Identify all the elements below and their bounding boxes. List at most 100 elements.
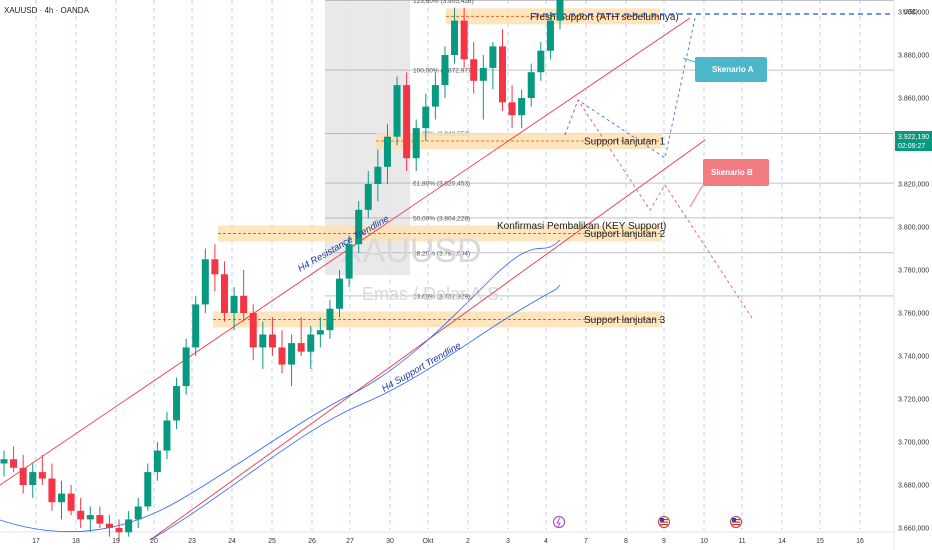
candle-body <box>192 304 200 348</box>
candle-body <box>10 459 18 468</box>
candle-body <box>431 85 439 107</box>
candle-body <box>288 343 296 365</box>
candle-body <box>173 386 181 421</box>
candle-body <box>153 450 161 473</box>
time-axis-label: 4 <box>544 538 548 545</box>
skenario-a-callout[interactable]: Skenario A <box>682 57 767 82</box>
candle-body <box>403 85 411 159</box>
candle-body <box>144 472 152 507</box>
us-flag-event-icon[interactable] <box>658 516 670 528</box>
candle-body <box>297 343 305 352</box>
fibonacci-level-label: 23,60% (3.767,929) <box>413 293 470 300</box>
time-axis-label: 26 <box>308 538 316 545</box>
skenario-b-callout[interactable]: Skenario B <box>689 159 769 208</box>
candle-body <box>355 209 363 245</box>
price-axis-label: 3.720,000 <box>898 397 929 404</box>
candle-body <box>345 244 353 279</box>
price-axis-label: 3.820,000 <box>898 182 929 189</box>
time-axis-label: 2 <box>466 538 470 545</box>
candle-body <box>67 493 75 511</box>
candle-body <box>115 528 123 533</box>
time-axis-label: Okt <box>423 538 434 545</box>
candle-body <box>556 0 564 21</box>
candle-body <box>220 274 228 313</box>
time-axis-label: 7 <box>584 538 588 545</box>
skenario-b-path <box>564 99 753 319</box>
symbol-title: XAUUSD · 4h · OANDA <box>4 6 90 15</box>
key-support-label: Konfirmasi Pembalikan (KEY Support) <box>497 221 666 232</box>
candle-body <box>470 59 478 81</box>
support-zone-label: Support lanjutan 2 <box>584 229 666 240</box>
candle-body <box>307 334 315 352</box>
candle-body <box>527 72 535 98</box>
candle-body <box>479 67 487 81</box>
candle-body <box>489 46 497 68</box>
event-icon-flash[interactable] <box>552 515 566 529</box>
candle-body <box>259 334 267 348</box>
price-axis-label: 3.700,000 <box>898 440 929 447</box>
candle-body <box>268 334 276 348</box>
candle-body <box>240 295 248 313</box>
support-zone-band <box>213 311 662 328</box>
candle-body <box>316 330 324 335</box>
price-axis-label: 3.900,000 <box>898 10 929 17</box>
candle-body <box>230 295 238 313</box>
time-axis-label: 10 <box>700 538 708 545</box>
resistance-trendline <box>0 17 691 486</box>
candle-body <box>278 347 286 365</box>
price-axis-label: 3.680,000 <box>898 483 929 490</box>
time-axis-label: 23 <box>188 538 196 545</box>
time-axis-label: 9 <box>662 538 666 545</box>
moving-averages <box>0 239 561 541</box>
candle-body <box>48 478 56 503</box>
time-axis-label: 17 <box>32 538 40 545</box>
support-zones: Fresh Support (ATH sebelumnya) Support la… <box>213 8 894 328</box>
time-axis-labels: 17 18 19 20 23 24 25 26 27 30 Okt 2 3 4 7 8 9 10 11 14 15 16 <box>32 538 864 545</box>
time-axis-label: 27 <box>346 538 354 545</box>
candle-body <box>211 259 219 275</box>
candle-body <box>336 278 344 309</box>
price-axis-label: 3.760,000 <box>898 311 929 318</box>
support-zone-label: Fresh Support (ATH sebelumnya) <box>530 12 679 23</box>
candle-body <box>364 184 372 210</box>
us-flag-event-icon[interactable] <box>730 516 742 528</box>
price-axis-label: 3.780,000 <box>898 268 929 275</box>
time-axis-label: 25 <box>268 538 276 545</box>
current-price-tag: 3.922,190 02:09:27 <box>895 131 932 151</box>
price-axis-label: 3.800,000 <box>898 225 929 232</box>
current-price-value: 3.922,190 <box>898 134 929 141</box>
candle-body <box>19 467 27 485</box>
chart-grid <box>0 0 894 533</box>
time-axis-label: 16 <box>856 538 864 545</box>
candle-body <box>441 55 449 86</box>
candle-body <box>326 308 334 331</box>
candle-body <box>86 515 94 520</box>
currency-label: USD <box>903 9 918 16</box>
time-axis-label: 3 <box>506 538 510 545</box>
time-axis-label: 15 <box>816 538 824 545</box>
watermark-symbol: XAUUSD <box>340 232 482 270</box>
candle-body <box>182 347 190 387</box>
fibonacci-level-label: 50,00% (3.804,228) <box>413 215 470 222</box>
skenario-a-label: Skenario A <box>712 65 754 74</box>
price-axis-panel <box>894 0 932 550</box>
price-axis-label: 3.740,000 <box>898 354 929 361</box>
candle-body <box>498 46 506 103</box>
moving-average-fast <box>0 239 561 533</box>
price-axis-label: 3.660,000 <box>898 526 929 533</box>
time-axis-label: 8 <box>624 538 628 545</box>
time-axis-label: 30 <box>386 538 394 545</box>
time-axis-label: 18 <box>72 538 80 545</box>
price-axis-label: 3.860,000 <box>898 96 929 103</box>
candle-body <box>383 136 391 167</box>
candle-body <box>422 106 430 129</box>
support-zone-label: Support lanjutan 3 <box>584 315 666 326</box>
support-zone-label: Support lanjutan 1 <box>584 137 666 148</box>
candle-body <box>451 20 459 56</box>
candle-body <box>518 98 526 116</box>
candle-body <box>508 102 516 116</box>
moving-average-slow <box>149 284 561 541</box>
fibonacci-level-label: 38,20% (3.788,004) <box>413 250 470 257</box>
time-axis-label: 24 <box>228 538 236 545</box>
